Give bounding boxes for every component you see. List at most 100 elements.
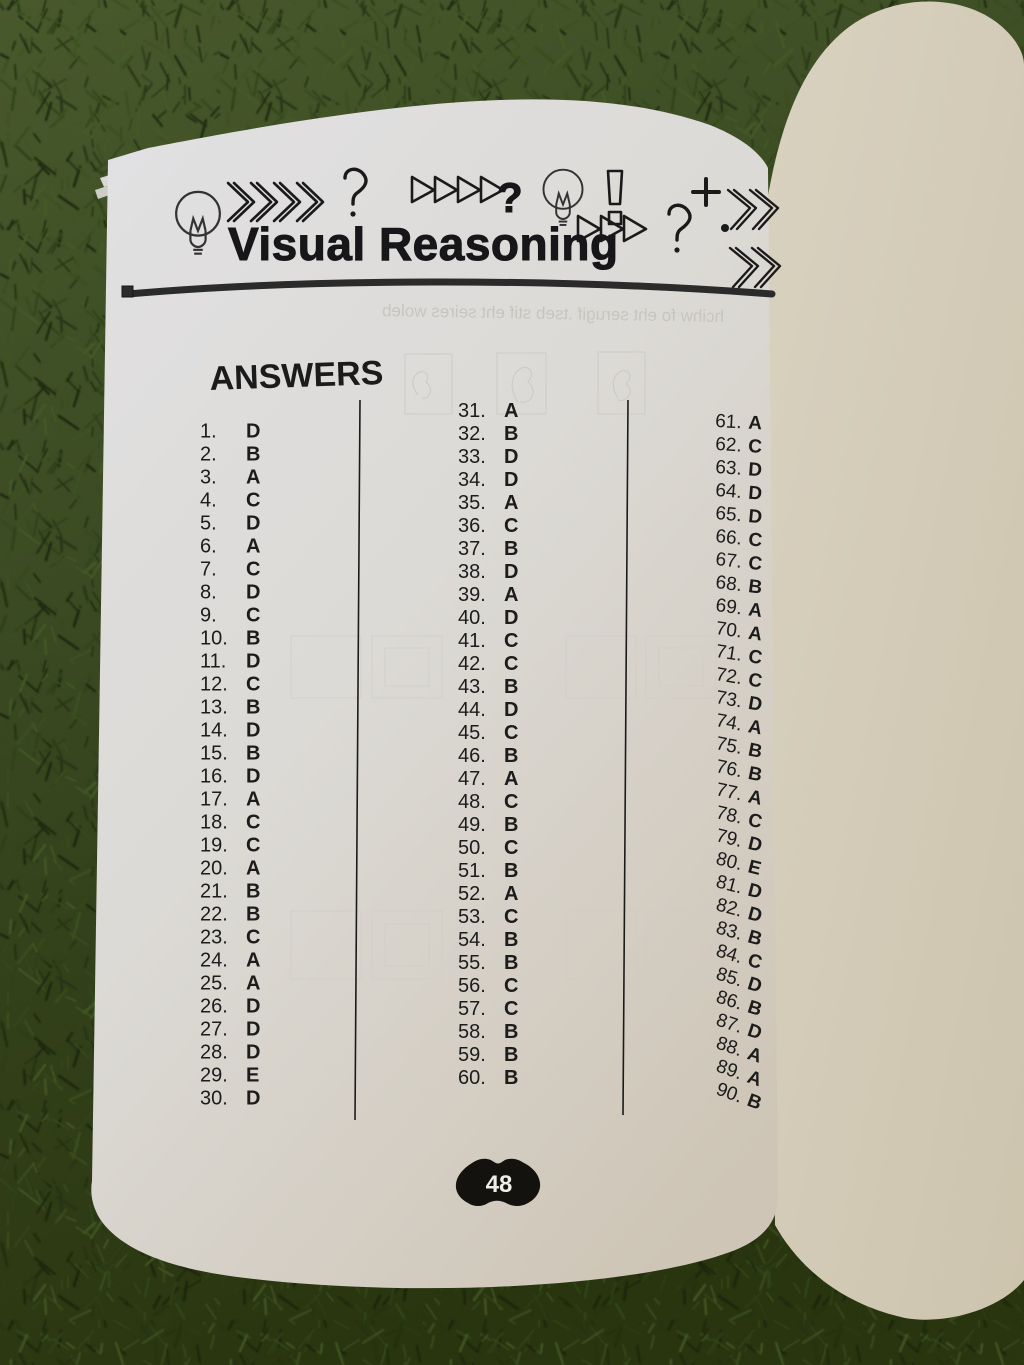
svg-text:68.: 68. <box>714 572 743 596</box>
svg-text:C: C <box>246 926 260 948</box>
svg-text:D: D <box>246 1018 260 1040</box>
svg-text:C: C <box>504 837 518 859</box>
svg-text:17.: 17. <box>200 788 228 810</box>
svg-text:38.: 38. <box>458 561 486 583</box>
svg-text:34.: 34. <box>458 469 486 491</box>
svg-text:32.: 32. <box>458 423 486 445</box>
svg-text:C: C <box>504 791 518 813</box>
svg-text:D: D <box>246 719 260 741</box>
svg-text:31.: 31. <box>458 400 486 422</box>
svg-text:69.: 69. <box>714 595 743 619</box>
svg-text:C: C <box>246 604 260 626</box>
svg-text:C: C <box>246 673 260 695</box>
svg-text:44.: 44. <box>458 699 486 721</box>
svg-text:50.: 50. <box>458 837 486 859</box>
svg-text:24.: 24. <box>200 949 228 971</box>
svg-text:63.: 63. <box>715 457 743 480</box>
svg-text:20.: 20. <box>200 857 228 879</box>
svg-text:C: C <box>246 558 260 580</box>
svg-text:72.: 72. <box>714 664 744 689</box>
svg-text:64.: 64. <box>715 480 743 503</box>
svg-text:47.: 47. <box>458 768 486 790</box>
svg-text:C: C <box>246 489 260 511</box>
svg-text:?: ? <box>497 174 523 221</box>
svg-text:A: A <box>504 584 518 606</box>
svg-text:C: C <box>747 529 763 551</box>
svg-text:12.: 12. <box>200 673 228 695</box>
svg-text:D: D <box>246 420 260 442</box>
svg-text:B: B <box>504 814 518 836</box>
svg-text:C: C <box>504 630 518 652</box>
svg-text:D: D <box>504 561 518 583</box>
svg-text:13.: 13. <box>200 696 228 718</box>
svg-text:D: D <box>504 607 518 629</box>
svg-text:B: B <box>504 676 518 698</box>
svg-text:C: C <box>747 553 763 575</box>
svg-text:46.: 46. <box>458 745 486 767</box>
svg-text:41.: 41. <box>458 630 486 652</box>
svg-text:40.: 40. <box>458 607 486 629</box>
svg-text:7.: 7. <box>200 558 217 580</box>
svg-text:D: D <box>504 699 518 721</box>
svg-text:49.: 49. <box>458 814 486 836</box>
svg-text:9.: 9. <box>200 604 217 626</box>
svg-text:42.: 42. <box>458 653 486 675</box>
svg-text:A: A <box>504 883 518 905</box>
svg-text:61.: 61. <box>715 411 742 433</box>
svg-text:B: B <box>246 903 260 925</box>
svg-text:B: B <box>246 742 260 764</box>
svg-text:B: B <box>504 538 518 560</box>
svg-text:C: C <box>246 811 260 833</box>
svg-text:A: A <box>246 972 260 994</box>
svg-text:E: E <box>246 1064 259 1086</box>
svg-text:A: A <box>246 466 260 488</box>
svg-text:19.: 19. <box>200 834 228 856</box>
svg-text:10.: 10. <box>200 627 228 649</box>
svg-text:36.: 36. <box>458 515 486 537</box>
svg-text:C: C <box>504 515 518 537</box>
svg-text:B: B <box>246 696 260 718</box>
svg-text:35.: 35. <box>458 492 486 514</box>
svg-text:54.: 54. <box>458 929 486 951</box>
svg-text:D: D <box>747 506 763 528</box>
svg-text:71.: 71. <box>714 641 743 666</box>
svg-text:37.: 37. <box>458 538 486 560</box>
svg-text:A: A <box>246 949 260 971</box>
svg-text:48.: 48. <box>458 791 486 813</box>
svg-text:53.: 53. <box>458 906 486 928</box>
svg-text:B: B <box>504 1044 518 1066</box>
svg-text:25.: 25. <box>200 972 228 994</box>
svg-text:55.: 55. <box>458 952 486 974</box>
svg-text:8.: 8. <box>200 581 217 603</box>
svg-text:D: D <box>246 1041 260 1063</box>
svg-text:D: D <box>504 446 518 468</box>
svg-text:65.: 65. <box>715 503 743 526</box>
svg-text:23.: 23. <box>200 926 228 948</box>
svg-text:A: A <box>504 400 518 422</box>
svg-text:60.: 60. <box>458 1067 486 1089</box>
svg-text:B: B <box>246 880 260 902</box>
svg-text:B: B <box>747 576 763 599</box>
svg-text:C: C <box>504 722 518 744</box>
svg-text:16.: 16. <box>200 765 228 787</box>
svg-text:58.: 58. <box>458 1021 486 1043</box>
svg-text:30.: 30. <box>200 1087 228 1109</box>
svg-text:56.: 56. <box>458 975 486 997</box>
svg-text:A: A <box>246 788 260 810</box>
svg-text:5.: 5. <box>200 512 217 534</box>
svg-text:B: B <box>504 860 518 882</box>
svg-text:C: C <box>504 906 518 928</box>
svg-text:A: A <box>504 768 518 790</box>
svg-text:B: B <box>246 627 260 649</box>
svg-text:51.: 51. <box>458 860 486 882</box>
svg-text:D: D <box>246 512 260 534</box>
svg-text:18.: 18. <box>200 811 228 833</box>
svg-text:48: 48 <box>486 1171 513 1198</box>
svg-text:70.: 70. <box>714 618 743 643</box>
svg-text:4.: 4. <box>200 489 217 511</box>
svg-text:21.: 21. <box>200 880 228 902</box>
svg-text:C: C <box>748 436 763 458</box>
svg-text:ANSWERS: ANSWERS <box>209 354 384 398</box>
svg-text:B: B <box>504 423 518 445</box>
svg-text:B: B <box>504 952 518 974</box>
